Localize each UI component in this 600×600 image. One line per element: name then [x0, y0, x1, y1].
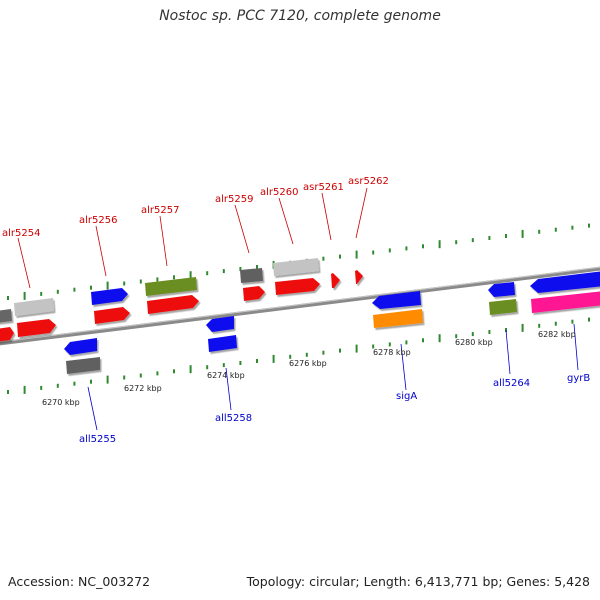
gene-feature[interactable]	[372, 291, 421, 309]
gene-feature[interactable]	[17, 319, 56, 337]
gene-label[interactable]: all5264	[493, 378, 530, 389]
gene-feature[interactable]	[275, 278, 320, 295]
gene-feature[interactable]	[145, 277, 197, 296]
gene-label[interactable]: alr5257	[141, 205, 179, 216]
genome-info-text: Topology: circular; Length: 6,413,771 bp…	[246, 574, 590, 589]
gene-feature[interactable]	[273, 258, 319, 276]
bottom-gene-labels: all5255 all5258 sigA all5264 gyrB	[79, 373, 590, 445]
gene-feature[interactable]	[0, 309, 12, 323]
gene-feature[interactable]	[91, 288, 128, 305]
gene-label[interactable]: all5255	[79, 434, 116, 445]
gene-feature[interactable]	[355, 270, 363, 284]
accession-text: Accession: NC_003272	[8, 574, 151, 589]
scale-label: 6280 kbp	[455, 338, 493, 347]
gene-feature[interactable]	[94, 307, 130, 324]
scale-label: 6276 kbp	[289, 359, 327, 368]
gene-label[interactable]: sigA	[396, 391, 417, 402]
gene-feature[interactable]	[489, 299, 517, 315]
gene-label[interactable]: all5258	[215, 413, 252, 424]
gene-label[interactable]: gyrB	[567, 373, 590, 384]
scale-label: 6270 kbp	[42, 398, 80, 407]
gene-feature[interactable]	[373, 309, 423, 328]
gene-feature[interactable]	[147, 295, 199, 314]
gene-label[interactable]: alr5256	[79, 215, 117, 226]
gene-feature[interactable]	[64, 338, 97, 355]
scale-label: 6274 kbp	[207, 371, 245, 380]
scale-labels: 6270 kbp 6272 kbp 6274 kbp 6276 kbp 6278…	[42, 330, 576, 407]
gene-feature[interactable]	[531, 291, 600, 313]
gene-feature[interactable]	[206, 316, 234, 332]
gene-feature[interactable]	[0, 327, 14, 342]
gene-features	[0, 258, 600, 374]
gene-feature[interactable]	[240, 268, 263, 283]
gene-feature[interactable]	[208, 335, 237, 352]
gene-feature[interactable]	[488, 282, 515, 297]
gene-label[interactable]: asr5262	[348, 176, 389, 187]
gene-feature[interactable]	[66, 357, 100, 374]
gene-feature[interactable]	[14, 298, 54, 316]
gene-feature[interactable]	[331, 273, 340, 288]
gene-label[interactable]: alr5254	[2, 228, 40, 239]
gene-label[interactable]: alr5260	[260, 187, 298, 198]
scale-label: 6272 kbp	[124, 384, 162, 393]
gene-feature[interactable]	[530, 271, 600, 293]
scale-label: 6282 kbp	[538, 330, 576, 339]
scale-label: 6278 kbp	[373, 348, 411, 357]
genome-backbone	[0, 266, 600, 346]
gene-feature[interactable]	[243, 286, 265, 301]
gene-label[interactable]: alr5259	[215, 194, 253, 205]
gene-label[interactable]: asr5261	[303, 182, 344, 193]
page-title: Nostoc sp. PCC 7120, complete genome	[159, 8, 441, 24]
top-gene-labels: alr5254 alr5256 alr5257 alr5259 alr5260 …	[2, 176, 389, 239]
